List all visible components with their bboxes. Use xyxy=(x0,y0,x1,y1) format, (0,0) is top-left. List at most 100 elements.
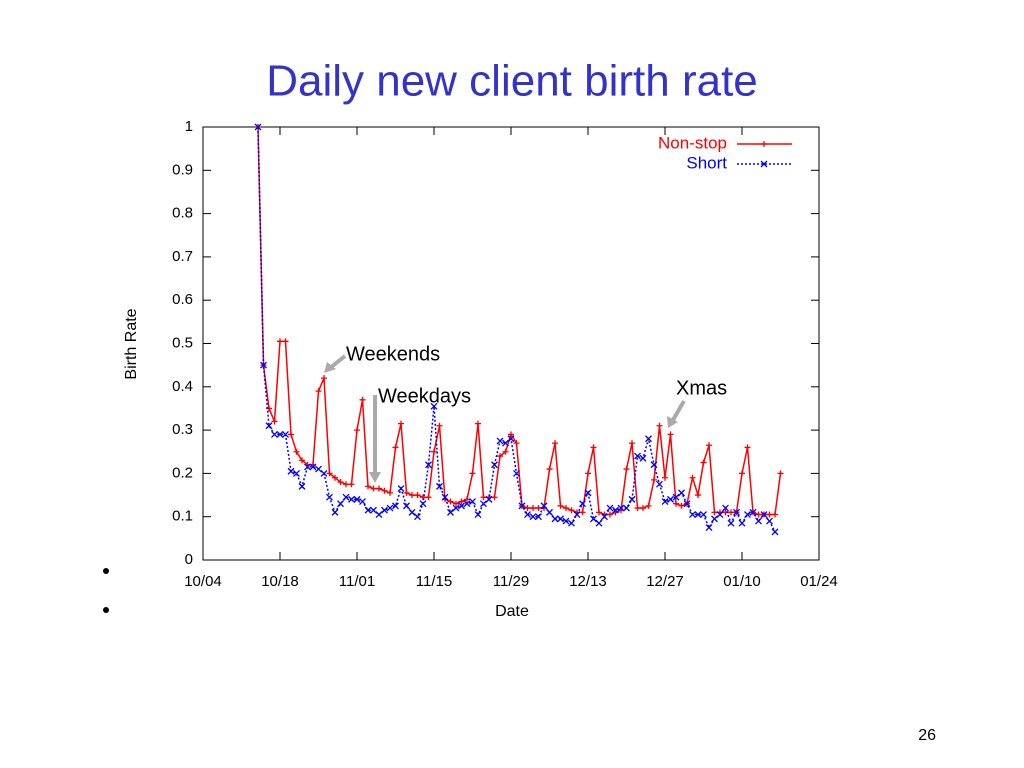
point-marker xyxy=(645,502,652,509)
point-marker xyxy=(623,504,630,512)
point-marker xyxy=(678,489,685,497)
point-marker xyxy=(343,481,349,488)
plot-frame xyxy=(202,126,820,561)
y-axis-label: Birth Rate xyxy=(123,308,140,379)
point-marker xyxy=(755,517,762,525)
point-marker xyxy=(755,511,762,518)
point-marker xyxy=(651,476,657,483)
point-marker xyxy=(739,470,745,477)
point-marker xyxy=(370,485,377,492)
point-marker xyxy=(485,495,493,503)
point-marker xyxy=(260,361,267,369)
point-marker xyxy=(540,502,548,510)
point-marker xyxy=(254,123,262,131)
point-marker xyxy=(271,418,278,425)
point-marker xyxy=(562,517,570,525)
point-marker xyxy=(678,502,685,509)
point-marker xyxy=(612,506,619,514)
point-marker xyxy=(557,515,564,523)
y-tick-label: 0.9 xyxy=(172,161,193,178)
point-marker xyxy=(436,482,443,490)
point-marker xyxy=(706,442,712,449)
point-marker xyxy=(766,511,773,518)
point-marker xyxy=(497,453,503,460)
y-tick-label: 0.5 xyxy=(172,334,193,351)
point-marker xyxy=(568,507,575,514)
point-marker xyxy=(398,420,404,427)
point-marker xyxy=(628,495,636,503)
point-marker xyxy=(414,492,421,499)
point-marker xyxy=(744,444,751,451)
point-marker xyxy=(359,396,366,403)
point-marker xyxy=(716,511,724,518)
point-marker xyxy=(425,461,432,469)
point-marker xyxy=(491,461,498,469)
point-marker xyxy=(617,504,625,512)
point-marker xyxy=(265,422,273,430)
point-marker xyxy=(480,494,487,501)
point-marker xyxy=(749,508,757,516)
arrow-head xyxy=(369,472,381,483)
point-marker xyxy=(464,496,470,503)
point-marker xyxy=(392,444,399,451)
point-marker xyxy=(331,508,339,516)
point-marker xyxy=(403,502,410,510)
point-marker xyxy=(667,495,674,503)
point-marker xyxy=(326,493,333,501)
x-tick-label: 11/01 xyxy=(339,573,375,590)
point-marker xyxy=(585,470,591,477)
point-marker xyxy=(705,524,713,531)
point-marker xyxy=(518,502,526,510)
point-marker xyxy=(524,505,531,512)
legend-marker xyxy=(760,160,768,168)
point-marker xyxy=(689,511,696,518)
point-marker xyxy=(397,485,405,493)
point-marker xyxy=(623,466,630,473)
point-marker xyxy=(673,500,679,507)
point-marker xyxy=(546,508,553,516)
legend-label: Non-stop xyxy=(658,133,727,152)
point-marker xyxy=(453,500,459,507)
point-marker xyxy=(513,440,520,447)
point-marker xyxy=(640,505,646,512)
point-marker xyxy=(474,511,482,518)
y-tick-label: 1 xyxy=(185,118,193,135)
point-marker xyxy=(370,506,377,514)
point-marker xyxy=(276,430,284,438)
point-marker xyxy=(711,515,718,523)
legend-marker xyxy=(761,141,767,147)
point-marker xyxy=(700,459,707,466)
point-marker xyxy=(364,506,372,514)
point-marker xyxy=(436,422,443,429)
point-marker xyxy=(376,485,382,492)
point-marker xyxy=(590,515,597,523)
point-marker xyxy=(645,435,652,443)
point-marker xyxy=(530,505,536,512)
point-marker xyxy=(271,430,278,438)
y-tick-label: 0.3 xyxy=(172,421,193,438)
point-marker xyxy=(760,511,768,518)
point-marker xyxy=(573,511,581,518)
point-marker xyxy=(507,435,515,443)
point-marker xyxy=(579,509,586,516)
point-marker xyxy=(535,513,542,521)
point-marker xyxy=(425,494,432,501)
x-tick-label: 12/27 xyxy=(646,573,684,590)
point-marker xyxy=(277,338,283,345)
point-marker xyxy=(458,498,465,505)
point-marker xyxy=(304,463,311,471)
point-marker xyxy=(563,505,569,512)
point-marker xyxy=(452,504,460,512)
point-marker xyxy=(661,498,669,506)
point-marker xyxy=(552,440,558,447)
point-marker xyxy=(288,431,294,438)
point-marker xyxy=(430,402,438,410)
point-marker xyxy=(337,500,344,508)
point-marker xyxy=(656,422,663,429)
arrow-head xyxy=(324,362,336,373)
x-tick-label: 01/24 xyxy=(800,573,838,590)
arrow xyxy=(328,354,347,370)
series-line xyxy=(257,126,782,516)
point-marker xyxy=(463,500,471,508)
y-tick-label: 0.4 xyxy=(172,378,193,395)
